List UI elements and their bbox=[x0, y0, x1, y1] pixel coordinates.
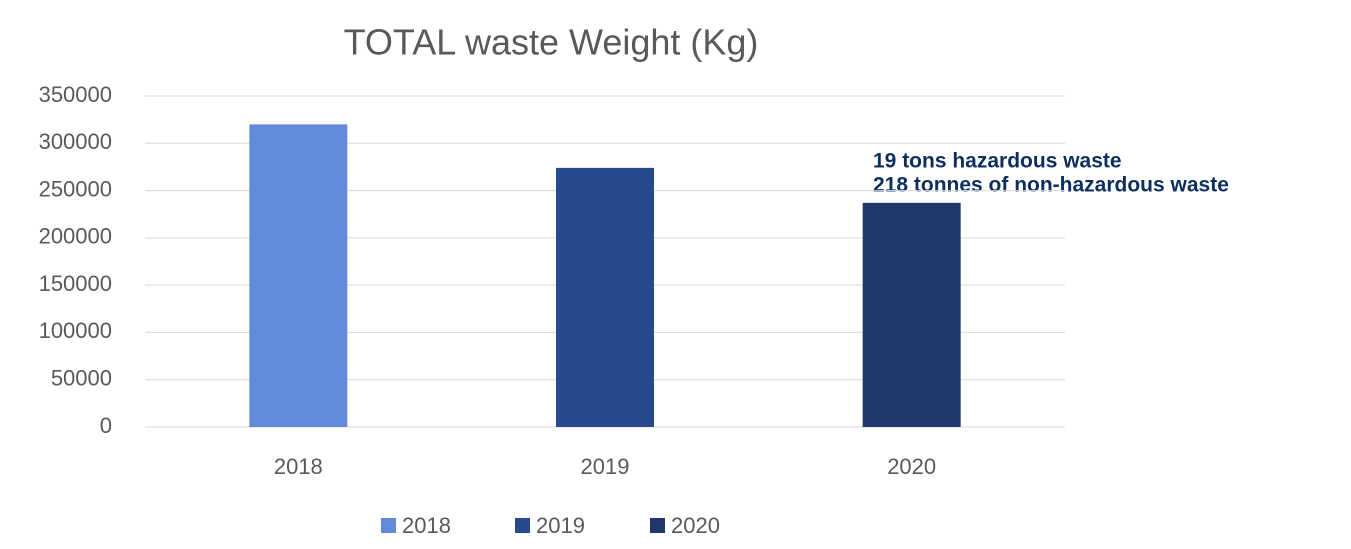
y-tick-label: 100000 bbox=[39, 318, 112, 343]
y-tick-label: 350000 bbox=[39, 82, 112, 107]
y-tick-label: 200000 bbox=[39, 224, 112, 249]
bar bbox=[249, 124, 348, 427]
y-tick-label: 300000 bbox=[39, 129, 112, 154]
x-tick-label: 2020 bbox=[887, 454, 936, 479]
y-tick-label: 150000 bbox=[39, 271, 112, 296]
bar bbox=[556, 167, 654, 428]
chart-title: TOTAL waste Weight (Kg) bbox=[344, 22, 759, 63]
legend-label: 2018 bbox=[402, 513, 451, 538]
x-tick-label: 2019 bbox=[581, 454, 630, 479]
x-tick-label: 2018 bbox=[274, 454, 323, 479]
bar bbox=[862, 202, 961, 427]
y-tick-label: 0 bbox=[100, 413, 112, 438]
legend-label: 2019 bbox=[536, 513, 585, 538]
legend-swatch bbox=[381, 518, 396, 533]
legend-swatch bbox=[515, 518, 530, 533]
legend-label: 2020 bbox=[671, 513, 720, 538]
y-tick-label: 250000 bbox=[39, 176, 112, 201]
annotation: 218 tonnes of non-hazardous waste bbox=[873, 173, 1229, 196]
legend-swatch bbox=[650, 518, 665, 533]
annotation: 19 tons hazardous waste bbox=[873, 150, 1122, 173]
y-tick-label: 50000 bbox=[51, 366, 112, 391]
